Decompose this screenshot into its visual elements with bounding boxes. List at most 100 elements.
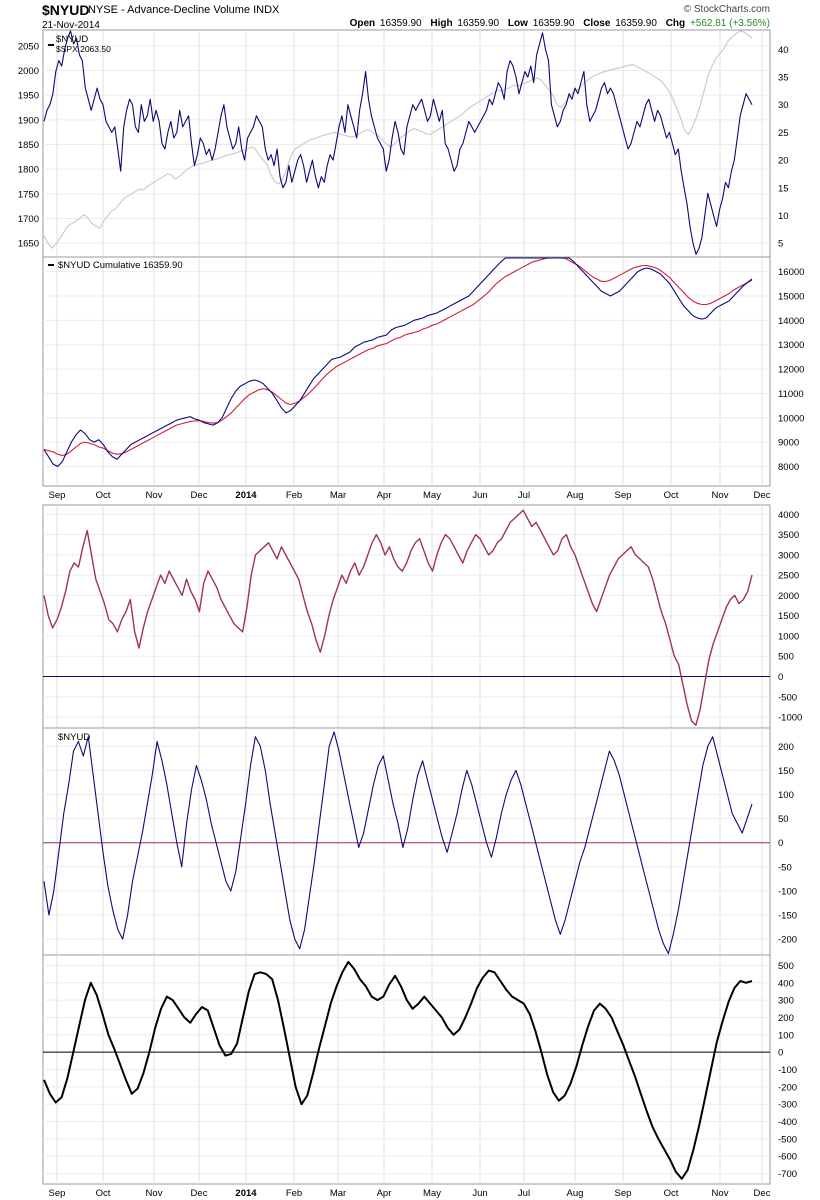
x-axis-month-label: Mar (330, 490, 346, 501)
symbol-title: $NYUD (42, 2, 90, 18)
panel-frame-1 (42, 29, 771, 258)
price-right-tick-label: 35 (778, 73, 789, 84)
osc3-tick-label: -200 (778, 1082, 797, 1093)
symbol-description: NYSE - Advance-Decline Volume INDX (88, 4, 280, 16)
osc1-tick-label: 4000 (778, 510, 799, 521)
cumulative-tick-label: 14000 (778, 316, 804, 327)
osc3-tick-label: 500 (778, 961, 794, 972)
cumulative-tick-label: 8000 (778, 462, 799, 473)
high-label: High (430, 18, 453, 29)
osc1-tick-label: 3500 (778, 530, 799, 541)
osc3-tick-label: -600 (778, 1152, 797, 1163)
chg-label: Chg (665, 18, 686, 29)
panel-frame-3 (42, 504, 771, 729)
cumulative-legend: $NYUD Cumulative 16359.90 (58, 260, 183, 271)
panel-frame-4 (42, 727, 771, 956)
x-axis-month-label: Jul (518, 490, 530, 501)
price-legend-nyud: $NYUD (56, 34, 88, 45)
x-axis-month-label: Nov (146, 1188, 163, 1199)
osc2-legend: $NYUD (58, 732, 90, 743)
close-value: 16359.90 (615, 18, 657, 29)
osc1-tick-label: -500 (778, 692, 797, 703)
cumulative-tick-label: 15000 (778, 291, 804, 302)
osc1-tick-label: 2500 (778, 571, 799, 582)
open-label: Open (349, 18, 376, 29)
x-axis-month-label: Feb (286, 490, 302, 501)
cumulative-tick-label: 12000 (778, 365, 804, 376)
x-axis-month-label: Dec (191, 490, 208, 501)
price-left-tick-label: 1750 (18, 189, 39, 200)
brand-watermark: © StockCharts.com (683, 4, 770, 15)
osc1-tick-label: 1500 (778, 611, 799, 622)
osc3-tick-label: -500 (778, 1134, 797, 1145)
chart-date: 21-Nov-2014 (42, 20, 100, 31)
open-value: 16359.90 (379, 18, 422, 29)
spx-line (43, 30, 753, 249)
osc3-tick-label: 300 (778, 996, 794, 1007)
price-right-tick-label: 10 (778, 211, 789, 222)
osc2-tick-label: 100 (778, 790, 794, 801)
osc2-tick-label: -200 (778, 935, 797, 946)
price-left-tick-label: 2050 (18, 41, 39, 52)
x-axis-month-label: Dec (754, 490, 771, 501)
osc3-tick-label: -700 (778, 1169, 797, 1180)
legend-swatch (48, 44, 54, 46)
cumulative-line (43, 257, 753, 468)
price-right-tick-label: 15 (778, 183, 789, 194)
price-left-tick-label: 2000 (18, 66, 39, 77)
price-left-tick-label: 1850 (18, 140, 39, 151)
x-axis-month-label: Oct (96, 1188, 111, 1199)
cumulative-tick-label: 11000 (778, 389, 804, 400)
low-label: Low (507, 18, 528, 29)
osc2-line (43, 731, 753, 955)
osc3-tick-label: 400 (778, 978, 794, 989)
low-value: 16359.90 (532, 18, 575, 29)
osc1-tick-label: 0 (778, 672, 783, 683)
cumulative-tick-label: 9000 (778, 438, 799, 449)
osc2-tick-label: -150 (778, 910, 797, 921)
chart-header: $NYUD NYSE - Advance-Decline Volume INDX… (0, 0, 820, 40)
osc2-tick-label: 150 (778, 766, 794, 777)
price-left-tick-label: 1950 (18, 91, 39, 102)
x-axis-month-label: Apr (377, 490, 392, 501)
nyud-price-line (43, 30, 753, 255)
osc1-tick-label: 2000 (778, 591, 799, 602)
chg-value: +562.81 (+3.56%) (689, 18, 770, 29)
x-axis-month-label: Sep (49, 1188, 66, 1199)
x-axis-month-label: 2014 (235, 490, 257, 501)
osc2-tick-label: 50 (778, 814, 789, 825)
x-axis-month-label: Oct (96, 490, 111, 501)
osc1-tick-label: 3000 (778, 550, 799, 561)
price-left-tick-label: 1900 (18, 115, 39, 126)
osc3-tick-label: 200 (778, 1013, 794, 1024)
x-axis-month-label: Mar (330, 1188, 346, 1199)
x-axis-month-label: Jul (518, 1188, 530, 1199)
x-axis-month-label: Jun (472, 490, 487, 501)
cumulative-tick-label: 13000 (778, 340, 804, 351)
osc1-line (43, 509, 753, 726)
osc2-tick-label: 0 (778, 838, 783, 849)
osc1-tick-label: 500 (778, 652, 794, 663)
price-left-tick-label: 1700 (18, 214, 39, 225)
x-axis-month-label: Feb (286, 1188, 302, 1199)
x-axis-month-label: May (423, 490, 441, 501)
x-axis-month-label: Dec (754, 1188, 771, 1199)
x-axis-month-label: Nov (146, 490, 163, 501)
osc1-tick-label: -1000 (778, 713, 802, 724)
x-axis-month-label: Oct (664, 1188, 679, 1199)
panel-frame-2 (42, 256, 771, 487)
cumulative-tick-label: 10000 (778, 413, 804, 424)
x-axis-month-label: Nov (712, 490, 729, 501)
high-value: 16359.90 (457, 18, 500, 29)
x-axis-month-label: Dec (191, 1188, 208, 1199)
osc3-tick-label: 100 (778, 1030, 794, 1041)
osc3-tick-label: -300 (778, 1100, 797, 1111)
osc3-tick-label: -100 (778, 1065, 797, 1076)
price-right-tick-label: 5 (778, 239, 783, 250)
ohlc-readout: Open 16359.90 High 16359.90 Low 16359.90… (350, 18, 770, 29)
x-axis-month-label: May (423, 1188, 441, 1199)
close-label: Close (583, 18, 611, 29)
price-right-tick-label: 30 (778, 100, 789, 111)
price-right-tick-label: 25 (778, 128, 789, 139)
